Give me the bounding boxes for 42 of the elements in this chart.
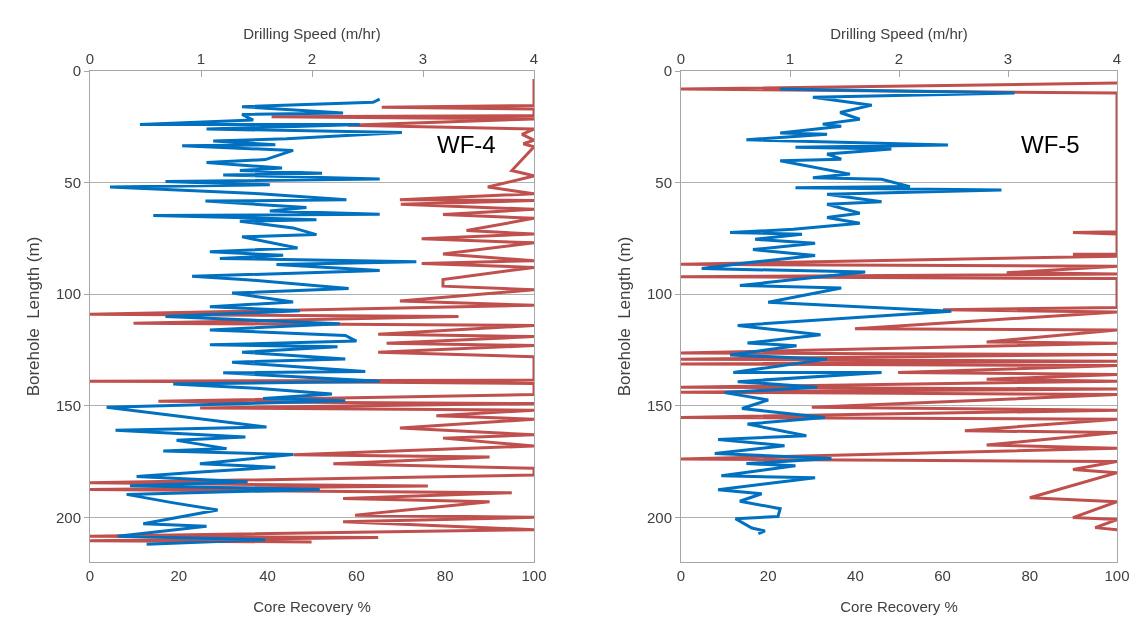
y-tick-label: 50 — [655, 173, 672, 191]
x-tick-label: 60 — [348, 567, 365, 584]
y-tick-label: 0 — [72, 62, 81, 80]
annotation: WF-5 — [1021, 131, 1080, 158]
y-tick-label: 100 — [646, 285, 672, 303]
x-tick-label: 100 — [1104, 567, 1130, 584]
x-tick-label: 20 — [170, 567, 188, 584]
x2-tick-label: 4 — [529, 50, 539, 67]
x2-tick-label: 2 — [894, 50, 904, 67]
annotation: WF-4 — [437, 131, 496, 158]
x2-tick-label: 1 — [785, 50, 795, 67]
x2-tick-label: 2 — [307, 50, 317, 67]
x2-axis-title: Drilling Speed (m/hr) — [243, 25, 381, 43]
x-tick-label: 20 — [759, 567, 777, 584]
x2-axis-title: Drilling Speed (m/hr) — [830, 25, 968, 43]
x-tick-label: 40 — [847, 567, 864, 584]
y-axis-title: Borehole Length (m) — [23, 236, 43, 397]
x2-tick-label: 0 — [676, 50, 686, 67]
x-tick-label: 0 — [676, 567, 686, 584]
x2-tick-label: 3 — [1003, 50, 1013, 67]
line-series — [90, 77, 534, 544]
x-tick-label: 40 — [259, 567, 276, 584]
x-tick-label: 100 — [521, 567, 547, 584]
y-axis-title: Borehole Length (m) — [614, 236, 634, 397]
line-series — [681, 81, 1117, 532]
y-tick-label: 50 — [64, 173, 81, 191]
x-axis-title: Core Recovery % — [840, 598, 958, 615]
y-tick-label: 200 — [646, 508, 672, 526]
y-tick-label: 200 — [55, 508, 81, 526]
x2-tick-label: 4 — [1112, 50, 1122, 67]
y-tick-label: 150 — [646, 397, 672, 415]
x2-tick-label: 1 — [196, 50, 206, 67]
x-tick-label: 80 — [436, 567, 454, 584]
x-tick-label: 80 — [1021, 567, 1039, 584]
y-tick-label: 0 — [663, 62, 672, 80]
x-tick-label: 60 — [934, 567, 951, 584]
x-axis-title: Core Recovery % — [253, 598, 371, 615]
x2-tick-label: 0 — [85, 50, 95, 67]
x2-tick-label: 3 — [418, 50, 428, 67]
y-tick-label: 150 — [55, 397, 81, 415]
y-tick-label: 100 — [55, 285, 81, 303]
x-tick-label: 0 — [85, 567, 95, 584]
